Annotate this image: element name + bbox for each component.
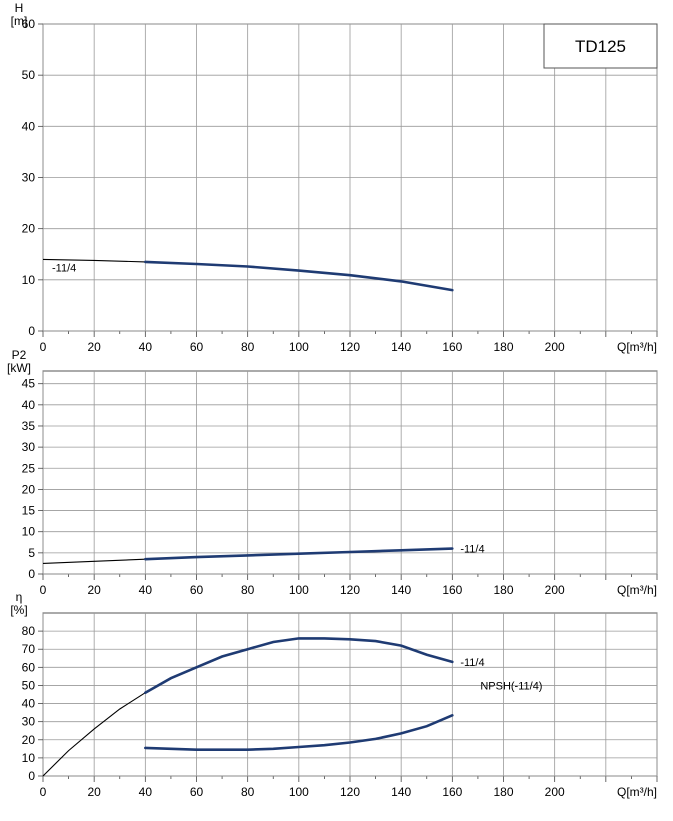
y-tick-label: 70 — [22, 642, 36, 656]
y-axis-unit: [kW] — [7, 361, 31, 375]
series-label: -11/4 — [460, 657, 484, 669]
y-tick-label: 10 — [22, 273, 36, 287]
x-tick-label: 80 — [241, 583, 255, 597]
y-tick-label: 0 — [28, 324, 35, 338]
y-tick-label: 20 — [22, 222, 36, 236]
y-tick-label: 35 — [22, 419, 36, 433]
chart-title: TD125 — [575, 37, 626, 56]
x-tick-label: 180 — [493, 340, 513, 354]
x-tick-label: 160 — [442, 583, 462, 597]
x-tick-label: 100 — [289, 340, 309, 354]
x-tick-label: 40 — [139, 785, 153, 799]
y-axis-unit: [m] — [11, 14, 28, 28]
y-tick-label: 0 — [28, 567, 35, 581]
series-label: -11/4 — [460, 544, 484, 556]
x-tick-label: 20 — [87, 583, 101, 597]
series-line — [144, 547, 454, 561]
y-tick-label: 25 — [22, 461, 36, 475]
y-tick-label: 80 — [22, 624, 36, 638]
y-tick-label: 0 — [28, 769, 35, 783]
panel-3: 0 20 40 60 80 100 120 140 160 180 200 Q[m³/h] 0 10 20 3… — [10, 590, 658, 799]
y-tick-label: 20 — [22, 733, 36, 747]
x-tick-label: 160 — [442, 785, 462, 799]
y-tick-label: 50 — [22, 68, 36, 82]
y-tick-label: 30 — [22, 440, 36, 454]
y-axis-label: P2 — [12, 348, 27, 362]
y-tick-label: 60 — [22, 17, 36, 31]
y-tick-label: 45 — [22, 377, 36, 391]
x-tick-label: 140 — [391, 340, 411, 354]
x-tick-label: 80 — [241, 785, 255, 799]
x-tick-label: 60 — [190, 785, 204, 799]
y-tick-label: 10 — [22, 751, 36, 765]
y-tick-label: 40 — [22, 697, 36, 711]
y-tick-label: 40 — [22, 398, 36, 412]
y-tick-label: 15 — [22, 504, 36, 518]
y-axis-unit: [%] — [10, 603, 27, 617]
y-axis-label: η — [16, 590, 23, 604]
y-tick-label: 5 — [28, 546, 35, 560]
x-tick-label: 200 — [545, 340, 565, 354]
y-tick-label: 30 — [22, 715, 36, 729]
series-line — [144, 637, 454, 694]
x-tick-label: 120 — [340, 340, 360, 354]
x-tick-label: 140 — [391, 583, 411, 597]
y-tick-label: 60 — [22, 660, 36, 674]
x-axis-label: Q[m³/h] — [617, 583, 657, 597]
x-tick-label: 60 — [190, 583, 204, 597]
x-tick-label: 120 — [340, 583, 360, 597]
x-tick-label: 120 — [340, 785, 360, 799]
x-tick-label: 200 — [545, 785, 565, 799]
x-tick-label: 60 — [190, 340, 204, 354]
series-label: NPSH(-11/4) — [480, 680, 542, 692]
x-tick-label: 0 — [40, 340, 47, 354]
series-line-extrapolated — [42, 258, 146, 263]
x-tick-label: 80 — [241, 340, 255, 354]
x-tick-label: 40 — [139, 583, 153, 597]
x-tick-label: 20 — [87, 785, 101, 799]
series-line — [144, 714, 454, 751]
x-tick-label: 40 — [139, 340, 153, 354]
x-axis-label: Q[m³/h] — [617, 340, 657, 354]
x-tick-label: 0 — [40, 583, 47, 597]
x-tick-label: 0 — [40, 785, 47, 799]
y-tick-label: 50 — [22, 678, 36, 692]
series-line — [144, 260, 454, 292]
series-line-extrapolated — [42, 692, 146, 777]
series-line-extrapolated — [42, 558, 146, 564]
title-box — [543, 23, 658, 69]
x-tick-label: 200 — [545, 583, 565, 597]
panel-2: 0 20 40 60 80 100 120 140 160 180 200 Q[m³/h] 0 5 10 15… — [7, 348, 658, 597]
x-tick-label: 140 — [391, 785, 411, 799]
x-tick-label: 100 — [289, 583, 309, 597]
x-axis-label: Q[m³/h] — [617, 785, 657, 799]
panel-1: 0 20 40 60 80 100 120 140 160 180 200 Q[m³/h] 0 10 20 3… — [11, 1, 658, 354]
x-tick-label: 100 — [289, 785, 309, 799]
x-tick-label: 180 — [493, 583, 513, 597]
y-tick-label: 10 — [22, 525, 36, 539]
series-label: -11/4 — [52, 262, 76, 274]
x-tick-label: 160 — [442, 340, 462, 354]
x-tick-label: 20 — [87, 340, 101, 354]
x-tick-label: 180 — [493, 785, 513, 799]
y-axis-label: H — [15, 1, 24, 15]
y-tick-label: 20 — [22, 482, 36, 496]
y-tick-label: 40 — [22, 119, 36, 133]
y-tick-label: 30 — [22, 171, 36, 185]
